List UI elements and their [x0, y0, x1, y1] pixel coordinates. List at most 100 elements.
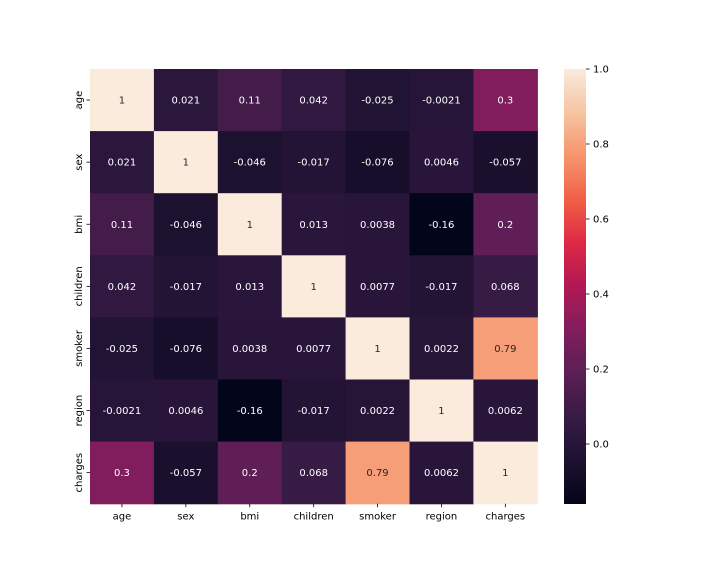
heatmap-cell: [345, 255, 411, 318]
cell-value-label: 0.2: [497, 220, 513, 231]
cell-value-label: 0.0046: [424, 158, 459, 169]
y-tick-label: charges: [74, 453, 85, 493]
cell-value-label: 0.3: [497, 96, 513, 107]
cell-value-label: 0.79: [366, 468, 388, 479]
heatmap-cell: [409, 255, 474, 318]
cell-value-label: 0.042: [299, 96, 328, 107]
heatmap-cell: [281, 193, 347, 256]
cell-value-label: -0.017: [298, 158, 330, 169]
heatmap-cell: [409, 441, 474, 505]
cell-value-label: 0.0077: [360, 282, 395, 293]
heatmap-cell: [409, 131, 474, 194]
y-axis: age sex bmi children smoker region charges: [74, 91, 90, 493]
heatmap-cell: [409, 69, 474, 132]
cell-value-label: 0.0022: [424, 344, 459, 355]
cell-value-label: 0.0038: [232, 344, 267, 355]
x-tick-label: region: [426, 512, 458, 523]
heatmap-cell: [217, 379, 283, 443]
heatmap-cell: [281, 379, 347, 443]
cell-value-label: 0.068: [299, 468, 328, 479]
cell-value-label: -0.017: [298, 406, 330, 417]
heatmap-cell: [473, 441, 538, 505]
heatmap-cell: [217, 441, 283, 505]
heatmap-cell: [217, 193, 283, 256]
heatmap-cell: [473, 193, 538, 256]
heatmap-cell: [473, 69, 538, 132]
cell-value-label: -0.076: [170, 344, 202, 355]
x-tick-label: bmi: [240, 512, 259, 523]
cell-value-label: -0.076: [361, 158, 393, 169]
cell-value-label: 0.3: [114, 468, 130, 479]
y-tick-label: age: [74, 91, 85, 110]
colorbar-tick-label: 0.4: [593, 290, 609, 301]
cell-value-label: -0.025: [361, 96, 393, 107]
heatmap-cell: [90, 379, 155, 443]
cell-value-label: 0.0038: [360, 220, 395, 231]
cell-value-label: -0.017: [425, 282, 457, 293]
cell-value-label: 1: [374, 344, 380, 355]
cell-value-label: 1: [502, 468, 508, 479]
cell-value-label: 0.0062: [488, 406, 523, 417]
cell-value-label: -0.0021: [422, 96, 461, 107]
heatmap-cell: [153, 69, 219, 132]
heatmap-cell: [473, 131, 538, 194]
heatmap-cell: [153, 379, 219, 443]
heatmap-cell: [90, 69, 155, 132]
cell-value-label: 0.11: [239, 96, 261, 107]
y-tick-label: region: [74, 395, 85, 427]
cell-value-label: -0.16: [237, 406, 263, 417]
cell-value-label: 0.0077: [296, 344, 331, 355]
cell-value-label: 0.042: [108, 282, 137, 293]
cell-value-label: -0.057: [170, 468, 202, 479]
heatmap-cell: [153, 317, 219, 381]
cell-value-label: 0.021: [108, 158, 137, 169]
heatmap-cell: [281, 69, 347, 132]
cell-value-label: -0.057: [489, 158, 521, 169]
heatmap-cell: [409, 317, 474, 381]
cell-value-label: 0.0022: [360, 406, 395, 417]
heatmap-cell: [153, 441, 219, 505]
y-tick-label: bmi: [74, 215, 85, 234]
cell-value-label: 0.013: [299, 220, 328, 231]
cell-value-label: 0.021: [172, 96, 201, 107]
heatmap-cell: [281, 131, 347, 194]
cell-value-label: 1: [438, 406, 444, 417]
cell-value-label: -0.16: [429, 220, 455, 231]
colorbar-tick-label: 0.6: [593, 215, 609, 226]
cell-value-label: -0.0021: [103, 406, 142, 417]
x-axis: age sex bmi children smoker region charges: [113, 503, 526, 523]
heatmap-cell: [90, 131, 155, 194]
cell-value-label: 0.11: [111, 220, 133, 231]
x-tick-label: sex: [177, 512, 194, 523]
x-tick-label: charges: [486, 512, 526, 523]
heatmap-cell: [473, 317, 538, 381]
x-tick-label: smoker: [359, 512, 397, 523]
heatmap-cell: [345, 379, 411, 443]
colorbar-tick-label: 0.2: [593, 365, 609, 376]
cell-value-label: 0.013: [235, 282, 264, 293]
heatmap-cell: [345, 317, 411, 381]
cell-value-label: 0.2: [242, 468, 258, 479]
heatmap-cell: [345, 131, 411, 194]
cell-value-label: -0.017: [170, 282, 202, 293]
heatmap-cell: [345, 69, 411, 132]
heatmap-cell: [153, 193, 219, 256]
heatmap-cell: [409, 379, 474, 443]
heatmap-cell: [217, 131, 283, 194]
colorbar-tick-label: 1.0: [593, 65, 609, 76]
heatmap-cell: [90, 317, 155, 381]
x-tick-label: age: [113, 512, 132, 523]
heatmap-cell: [281, 441, 347, 505]
heatmap-cell: [90, 441, 155, 505]
heatmap-cell: [90, 255, 155, 318]
y-tick-label: smoker: [74, 329, 85, 367]
cell-value-label: 1: [119, 96, 125, 107]
cell-value-label: 1: [183, 158, 189, 169]
heatmap-cell: [473, 255, 538, 318]
heatmap-cell: [153, 131, 219, 194]
y-tick-label: sex: [74, 154, 85, 171]
heatmap-cell: [281, 317, 347, 381]
colorbar-gradient: [564, 69, 586, 504]
heatmap-cell: [217, 255, 283, 318]
